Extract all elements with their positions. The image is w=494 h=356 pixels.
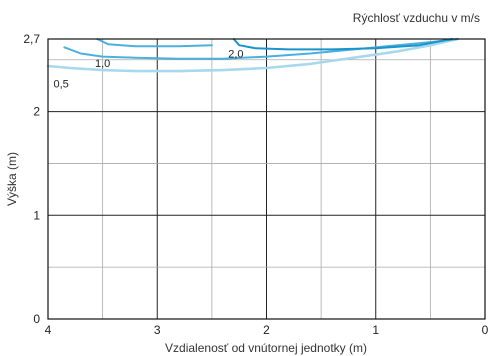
velocity-curve [96,38,213,48]
curve-label: 2,0 [228,49,243,61]
legend-title: Rýchlosť vzduchu v m/s [353,11,480,25]
curve-labels: 0,5 1,0 2,0 [53,49,243,91]
velocity-curve [63,38,459,60]
velocity-curve [46,37,459,73]
x-tick-label: 0 [482,323,489,337]
y-axis-label: Výška (m) [5,152,19,206]
curve-label: 0,5 [53,79,68,91]
y-tick-label: 2,7 [23,32,40,46]
x-tick-label: 4 [45,323,52,337]
velocity-curve [232,38,454,51]
x-tick-label: 2 [263,323,270,337]
velocity-curves [46,37,459,73]
y-tick-label: 1 [33,208,40,222]
tick-labels: 4 3 2 1 0 0 1 2 2,7 [23,32,488,337]
y-tick-label: 0 [33,312,40,326]
plot-frame [47,38,486,320]
x-tick-label: 3 [154,323,161,337]
y-tick-label: 2 [33,105,40,119]
curve-label: 1,0 [95,58,110,70]
x-tick-label: 1 [372,323,379,337]
grid [48,39,485,319]
x-axis-label: Vzdialenosť od vnútornej jednotky (m) [165,341,367,355]
